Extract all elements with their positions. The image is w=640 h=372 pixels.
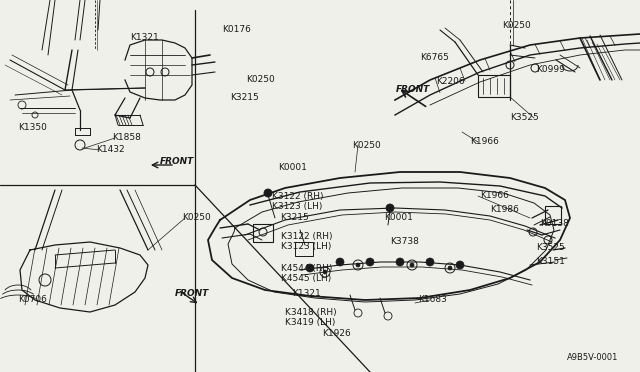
Text: K3215: K3215 bbox=[280, 214, 308, 222]
Text: K6765: K6765 bbox=[420, 54, 449, 62]
Text: K3418 (RH): K3418 (RH) bbox=[285, 308, 337, 317]
Text: K3151: K3151 bbox=[536, 257, 565, 266]
Text: K4545 (LH): K4545 (LH) bbox=[281, 275, 332, 283]
Circle shape bbox=[456, 261, 464, 269]
Circle shape bbox=[410, 263, 414, 267]
Circle shape bbox=[356, 263, 360, 267]
Text: K0138: K0138 bbox=[540, 219, 569, 228]
Circle shape bbox=[386, 204, 394, 212]
Text: K0001: K0001 bbox=[384, 214, 413, 222]
Circle shape bbox=[323, 270, 327, 274]
Bar bbox=[478, 75, 510, 97]
Bar bbox=[545, 206, 561, 224]
Text: A9B5V-0001: A9B5V-0001 bbox=[566, 353, 618, 362]
Text: K3122 (RH): K3122 (RH) bbox=[281, 231, 333, 241]
Text: K0001: K0001 bbox=[278, 164, 307, 173]
Text: K0250: K0250 bbox=[246, 76, 275, 84]
Text: K3122 (RH): K3122 (RH) bbox=[272, 192, 323, 201]
Text: K1926: K1926 bbox=[322, 328, 351, 337]
Text: K1321: K1321 bbox=[292, 289, 321, 298]
Text: K4544 (RH): K4544 (RH) bbox=[281, 263, 332, 273]
Text: K1350: K1350 bbox=[18, 124, 47, 132]
Text: FRONT: FRONT bbox=[160, 157, 195, 166]
Circle shape bbox=[264, 189, 272, 197]
Text: K1432: K1432 bbox=[96, 145, 125, 154]
Text: K0250: K0250 bbox=[352, 141, 381, 150]
Text: K3525: K3525 bbox=[536, 244, 564, 253]
Text: K3123 (LH): K3123 (LH) bbox=[281, 243, 332, 251]
Text: K3525: K3525 bbox=[510, 113, 539, 122]
Text: K2206: K2206 bbox=[436, 77, 465, 87]
Text: FRONT: FRONT bbox=[175, 289, 209, 298]
Text: K1966: K1966 bbox=[470, 138, 499, 147]
Circle shape bbox=[306, 264, 314, 272]
Text: K0999: K0999 bbox=[536, 65, 565, 74]
Text: K3419 (LH): K3419 (LH) bbox=[285, 318, 335, 327]
Text: K1321: K1321 bbox=[130, 33, 159, 42]
Text: K1858: K1858 bbox=[112, 134, 141, 142]
Circle shape bbox=[366, 258, 374, 266]
Circle shape bbox=[448, 266, 452, 270]
Circle shape bbox=[396, 258, 404, 266]
Circle shape bbox=[336, 258, 344, 266]
Text: K0176: K0176 bbox=[222, 26, 251, 35]
Text: FRONT: FRONT bbox=[396, 86, 430, 94]
Text: K3738: K3738 bbox=[390, 237, 419, 247]
Text: K3123 (LH): K3123 (LH) bbox=[272, 202, 323, 212]
Text: K3215: K3215 bbox=[230, 93, 259, 103]
Text: K0250: K0250 bbox=[502, 20, 531, 29]
Bar bbox=[295, 242, 313, 256]
Text: K1986: K1986 bbox=[490, 205, 519, 215]
Text: K0250: K0250 bbox=[182, 214, 211, 222]
Text: K1683: K1683 bbox=[418, 295, 447, 305]
Text: K0706: K0706 bbox=[18, 295, 47, 305]
Text: K1966: K1966 bbox=[480, 192, 509, 201]
Bar bbox=[253, 224, 273, 242]
Circle shape bbox=[426, 258, 434, 266]
